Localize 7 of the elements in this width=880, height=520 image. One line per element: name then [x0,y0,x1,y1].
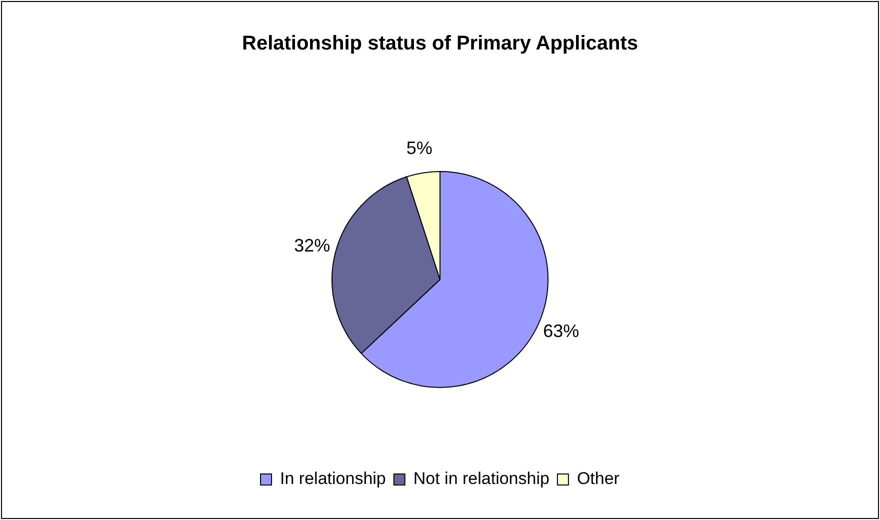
data-label: 32% [294,236,330,256]
legend-label: Other [576,469,620,488]
legend-label: In relationship [280,469,386,488]
data-label: 63% [543,320,580,341]
chart-title: Relationship status of Primary Applicants [242,32,638,55]
legend-label: Not in relationship [413,469,550,488]
data-label: 5% [406,138,432,158]
